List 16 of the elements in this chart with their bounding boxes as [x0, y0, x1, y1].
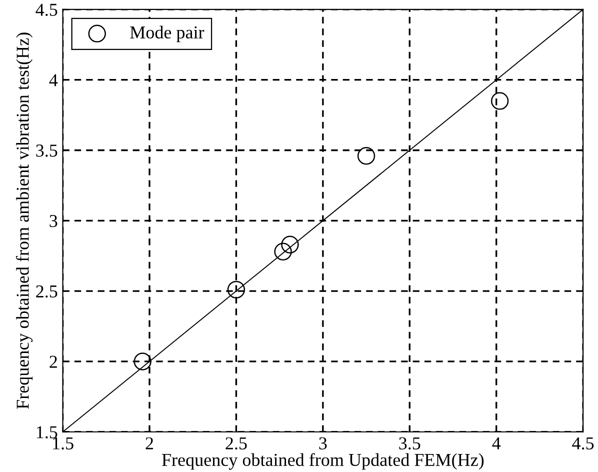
y-tick-label: 2.5 — [36, 285, 58, 298]
x-tick-label: 4 — [492, 437, 501, 450]
y-tick-label: 1.5 — [36, 426, 58, 438]
x-tick-label: 3.5 — [399, 437, 420, 450]
y-tick-label: 3.5 — [36, 144, 58, 157]
x-tick-label: 4.5 — [572, 437, 594, 450]
x-tick-label: 3 — [319, 437, 327, 450]
y-tick-label: 4.5 — [36, 4, 58, 16]
x-tick-label: 2.5 — [226, 437, 247, 450]
legend-label: Mode pair — [130, 26, 204, 42]
x-tick-label: 2 — [146, 437, 154, 450]
y-tick-label: 3 — [50, 214, 58, 228]
y-axis-title: Frequency obtained from ambient vibration test(Hz) — [16, 32, 33, 409]
x-axis-title: Frequency obtained from Updated FEM(Hz) — [162, 453, 484, 470]
y-tick-label: 4 — [49, 74, 58, 86]
y-tick-label: 2 — [50, 356, 57, 368]
